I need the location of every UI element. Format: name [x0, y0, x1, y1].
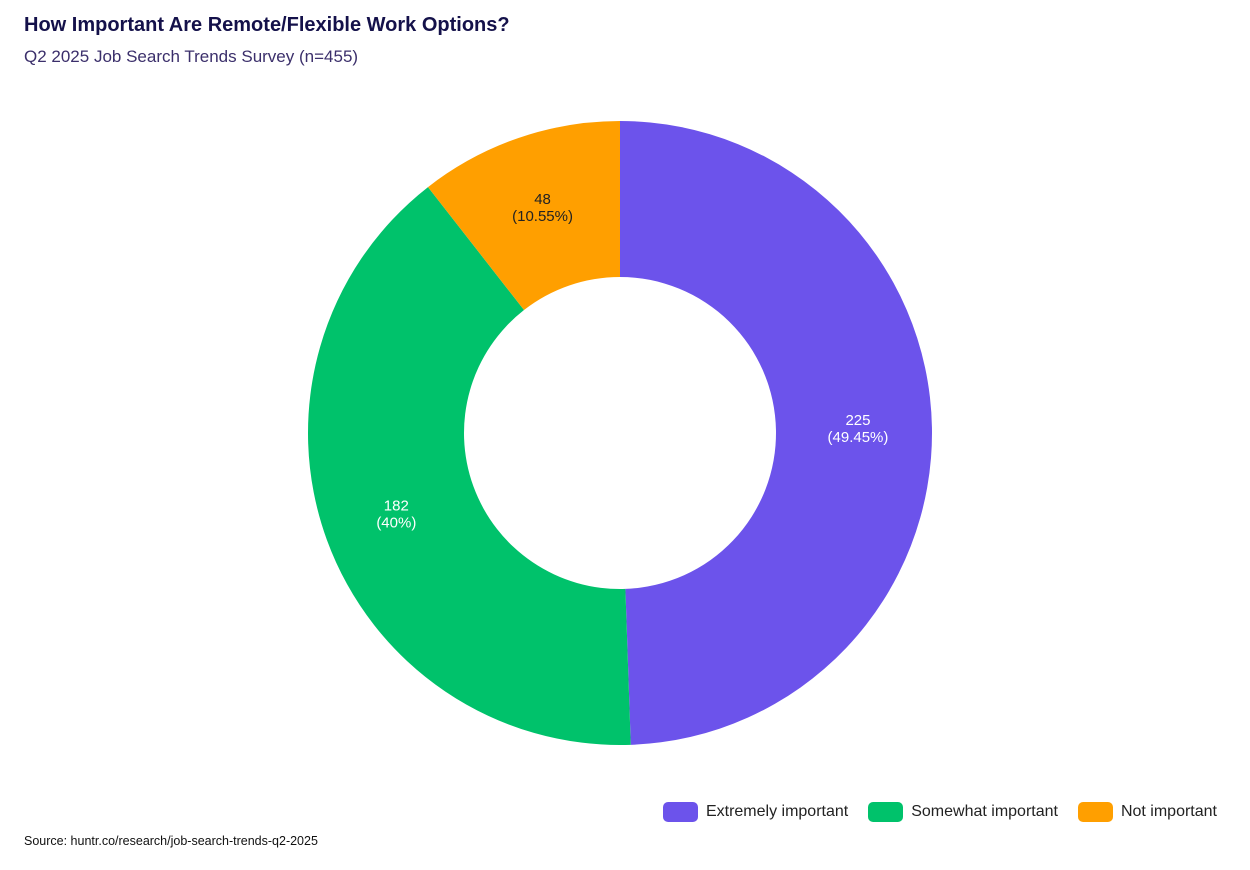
slice-value-label: 225 [845, 412, 870, 429]
legend-swatch-extremely-important [662, 802, 698, 822]
chart-title: How Important Are Remote/Flexible Work O… [24, 14, 510, 36]
legend-item-not-important[interactable]: Not important [1077, 802, 1217, 822]
source-note: Source: huntr.co/research/job-search-tre… [24, 834, 318, 848]
legend-item-extremely-important[interactable]: Extremely important [662, 802, 849, 822]
legend-label-somewhat-important: Somewhat important [911, 803, 1058, 820]
slice-percent-label: (10.55%) [512, 208, 573, 225]
legend-item-somewhat-important[interactable]: Somewhat important [868, 802, 1058, 822]
legend: Extremely important Somewhat important N… [662, 802, 1217, 822]
legend-label-not-important: Not important [1120, 803, 1217, 820]
slice-value-label: 182 [384, 497, 409, 514]
donut-slice-extremely-important[interactable] [620, 121, 932, 745]
legend-swatch-not-important [1077, 802, 1113, 822]
donut-slice-somewhat-important[interactable] [308, 187, 631, 745]
slice-percent-label: (49.45%) [828, 429, 889, 446]
donut-slice-not-important[interactable] [428, 121, 620, 311]
legend-label-extremely-important: Extremely important [705, 803, 849, 820]
slice-percent-label: (40%) [376, 514, 416, 531]
legend-swatch-somewhat-important [868, 802, 904, 822]
slice-value-label: 48 [534, 191, 551, 208]
chart-subtitle: Q2 2025 Job Search Trends Survey (n=455) [24, 47, 359, 66]
